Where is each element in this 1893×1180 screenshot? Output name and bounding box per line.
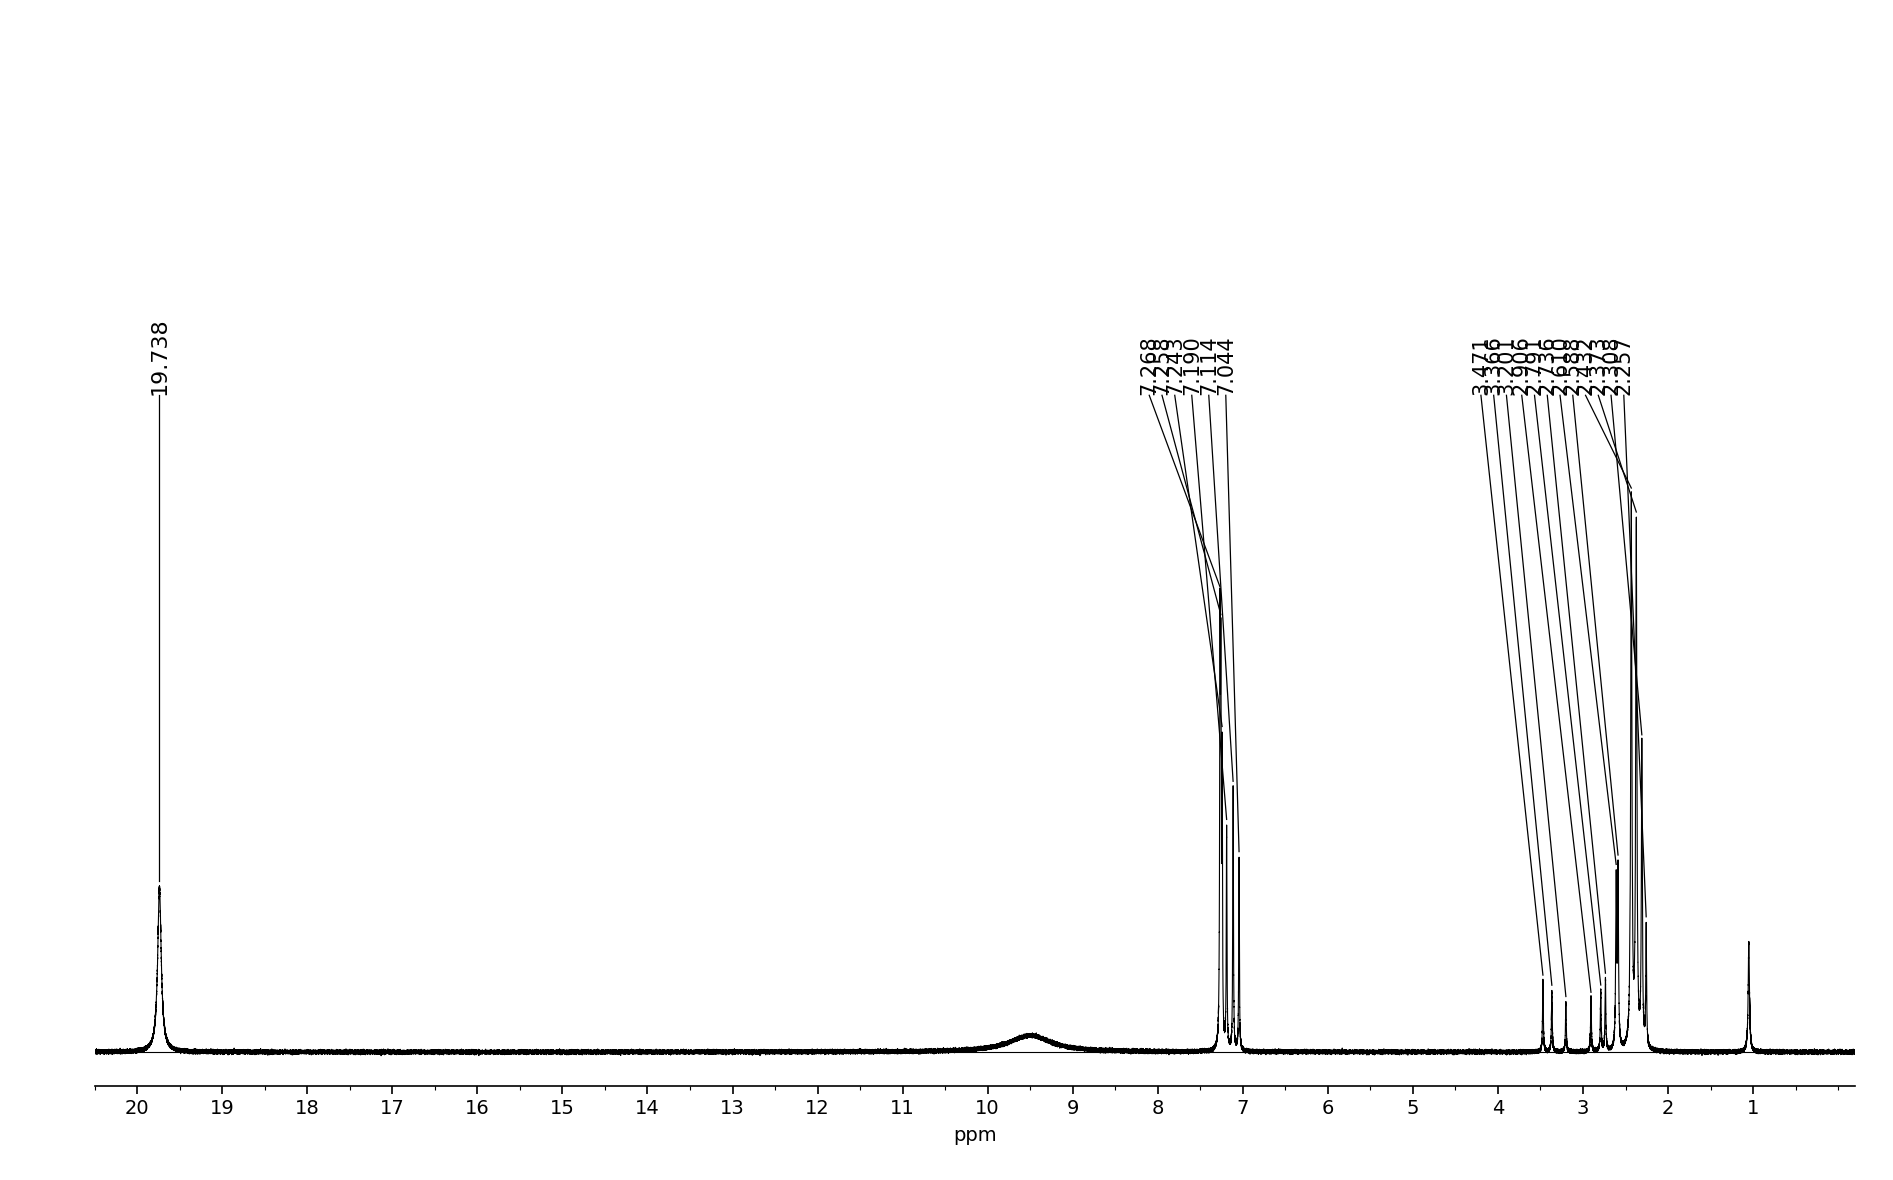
- Text: 2.257: 2.257: [1615, 335, 1634, 395]
- Text: 7.044: 7.044: [1215, 335, 1236, 395]
- Text: 7.243: 7.243: [1164, 335, 1185, 395]
- Text: 7.268: 7.268: [1140, 335, 1159, 395]
- Text: 3.366: 3.366: [1484, 335, 1503, 395]
- Text: 7.258: 7.258: [1153, 336, 1172, 395]
- Text: 19.738: 19.738: [150, 317, 170, 395]
- X-axis label: ppm: ppm: [952, 1126, 998, 1145]
- Text: 2.906: 2.906: [1513, 335, 1531, 395]
- Text: 3.471: 3.471: [1471, 335, 1492, 395]
- Text: 2.791: 2.791: [1524, 335, 1545, 395]
- Text: 2.588: 2.588: [1564, 336, 1583, 395]
- Text: 7.190: 7.190: [1181, 335, 1202, 395]
- Text: 7.114: 7.114: [1198, 335, 1219, 395]
- Text: 3.201: 3.201: [1497, 335, 1516, 395]
- Text: 2.432: 2.432: [1575, 335, 1596, 395]
- Text: 2.373: 2.373: [1588, 335, 1609, 395]
- Text: 2.610: 2.610: [1550, 335, 1569, 395]
- Text: 2.308: 2.308: [1601, 336, 1620, 395]
- Text: 2.736: 2.736: [1537, 335, 1558, 395]
